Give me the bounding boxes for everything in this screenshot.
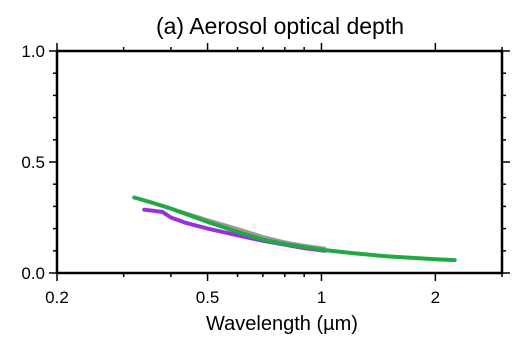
y-tick-label: 0.5 [21, 153, 45, 172]
y-tick-label: 0.0 [21, 264, 45, 283]
x-tick-label: 1 [317, 288, 326, 307]
x-tick-label: 2 [431, 288, 440, 307]
x-tick-label: 0.5 [196, 288, 220, 307]
x-axis-label: Wavelength (µm) [206, 313, 358, 335]
tick-labels-layer: 0.2 0.5 1 2 0.0 0.5 1.0 [21, 42, 440, 307]
y-tick-label: 1.0 [21, 42, 45, 61]
x-tick-label: 0.2 [45, 288, 69, 307]
series-layer [134, 198, 455, 261]
chart-title: (a) Aerosol optical depth [156, 13, 404, 39]
series-line-2 [163, 205, 325, 248]
series-line-3 [134, 198, 455, 261]
